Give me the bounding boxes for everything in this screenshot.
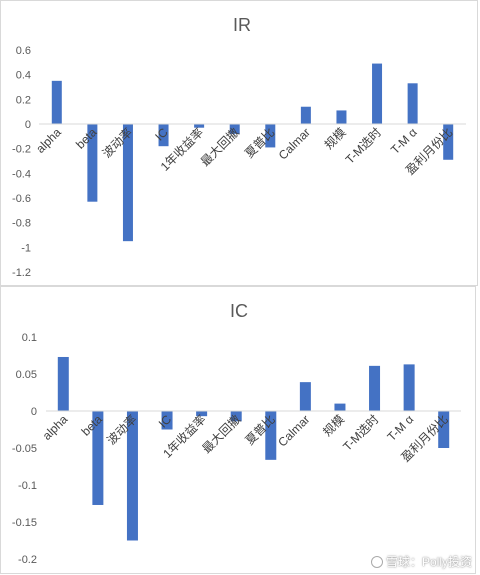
- ir-y-tick-label: 0.4: [16, 70, 31, 82]
- ir-bar: [194, 124, 205, 128]
- ic-bar: [230, 411, 242, 422]
- ic-bar: [265, 411, 277, 460]
- ir-bar: [51, 80, 62, 124]
- ir-y-tick-label: 0.6: [16, 45, 31, 57]
- ic-bar: [403, 364, 415, 411]
- ir-y-tick-label: -0.8: [12, 218, 31, 230]
- ic-bar: [438, 411, 450, 448]
- ir-category-label: 规模: [321, 125, 349, 153]
- ic-y-tick-label: 0.1: [22, 332, 37, 344]
- ic-category-label: T-M α: [384, 412, 416, 444]
- ir-bar: [443, 124, 454, 160]
- ir-category-label: T-M选时: [343, 125, 384, 166]
- ic-category-label: 最大回撤: [199, 412, 244, 457]
- ir-y-tick-label: 0.2: [16, 94, 31, 106]
- ir-y-tick-label: -0.6: [12, 193, 31, 205]
- ic-category-label: alpha: [40, 412, 71, 443]
- watermark: 雪球：Polly投资: [370, 553, 472, 570]
- ir-bar: [87, 124, 98, 202]
- ir-chart-title: IR: [233, 15, 251, 35]
- ir-y-tick-label: -1.2: [12, 267, 31, 279]
- ic-category-label: 规模: [319, 412, 347, 440]
- ic-chart-title: IC: [230, 301, 248, 321]
- ir-bar: [407, 83, 418, 124]
- ir-y-tick-label: 0: [25, 119, 31, 131]
- ir-chart-panel: IR 0.6 0.4 0.2 0 -0.2 -0.4 -0.6 -0.8 -1 -1.2 alpha b…: [0, 0, 478, 286]
- ic-bar: [299, 382, 311, 411]
- ir-category-label: 最大回撤: [197, 125, 242, 170]
- ir-y-tick-label: -1: [21, 242, 31, 254]
- ic-y-tick-label: -0.15: [12, 517, 37, 529]
- ic-y-tick-label: -0.05: [12, 443, 37, 455]
- ic-bar: [334, 403, 346, 411]
- ir-category-label: Calmar: [276, 125, 313, 162]
- ic-bar: [196, 411, 208, 417]
- ir-y-tick-label: -0.4: [12, 168, 31, 180]
- ir-bar: [229, 124, 240, 134]
- ir-bar: [372, 63, 383, 124]
- ic-bar: [57, 356, 69, 411]
- ic-y-tick-label: -0.2: [18, 554, 37, 566]
- ir-bar: [265, 124, 276, 148]
- ir-bar: [158, 124, 169, 147]
- ir-category-label: T-M α: [388, 125, 420, 157]
- ic-chart-panel: IC 0.1 0.05 0 -0.05 -0.1 -0.15 -0.2 alpha beta 波动率…: [0, 286, 476, 574]
- ic-bar: [126, 411, 138, 541]
- snowball-logo-icon: [370, 555, 383, 568]
- ir-bar: [300, 106, 311, 124]
- ir-bar: [122, 124, 133, 242]
- watermark-text: 雪球：Polly投资: [385, 555, 472, 569]
- ir-category-label: alpha: [33, 125, 64, 156]
- ic-bar: [369, 365, 381, 411]
- ic-bar: [161, 411, 173, 430]
- ic-y-tick-label: 0.05: [16, 369, 37, 381]
- ir-y-tick-label: -0.2: [12, 144, 31, 156]
- ic-y-tick-label: -0.1: [18, 480, 37, 492]
- ic-bar: [92, 411, 104, 505]
- ic-category-label: T-M选时: [340, 412, 381, 453]
- ir-bar: [336, 110, 347, 124]
- ic-y-tick-label: 0: [31, 406, 37, 418]
- ic-category-label: Calmar: [275, 412, 312, 449]
